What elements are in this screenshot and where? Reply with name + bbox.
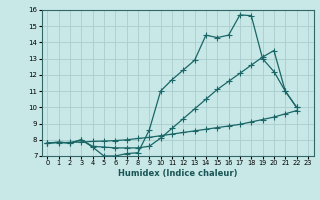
- X-axis label: Humidex (Indice chaleur): Humidex (Indice chaleur): [118, 169, 237, 178]
